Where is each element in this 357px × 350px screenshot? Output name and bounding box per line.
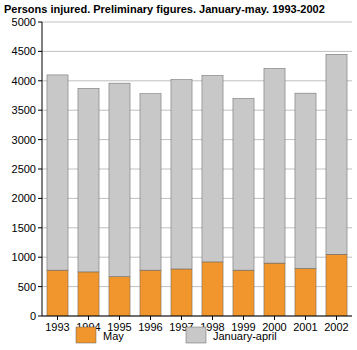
- x-tick: [119, 316, 120, 320]
- y-tick: [38, 227, 42, 228]
- bar: [233, 98, 254, 270]
- x-tick: [336, 316, 337, 320]
- y-tick: [38, 22, 42, 23]
- y-tick-label: 2500: [12, 163, 36, 175]
- bar: [202, 262, 223, 316]
- grid-line: [42, 80, 352, 81]
- y-tick: [38, 169, 42, 170]
- y-tick: [38, 139, 42, 140]
- bar: [171, 269, 192, 316]
- bar: [140, 270, 161, 316]
- bar: [109, 277, 130, 316]
- legend-label: May: [103, 330, 124, 342]
- x-tick: [57, 316, 58, 320]
- y-tick-label: 4500: [12, 45, 36, 57]
- legend-swatch: [76, 327, 96, 343]
- bar: [109, 83, 130, 276]
- bar: [47, 270, 68, 316]
- y-tick-label: 3500: [12, 104, 36, 116]
- grid-line: [42, 51, 352, 52]
- bar: [140, 94, 161, 270]
- y-tick: [38, 198, 42, 199]
- y-tick-label: 1500: [12, 222, 36, 234]
- x-tick-label: 1996: [138, 321, 162, 333]
- bar: [78, 272, 99, 316]
- x-tick: [181, 316, 182, 320]
- y-tick-label: 4000: [12, 75, 36, 87]
- y-tick: [38, 80, 42, 81]
- y-tick-label: 3000: [12, 134, 36, 146]
- legend-label: January-april: [213, 330, 277, 342]
- y-tick: [38, 110, 42, 111]
- bar: [295, 268, 316, 316]
- x-tick: [212, 316, 213, 320]
- x-tick-label: 2001: [293, 321, 317, 333]
- x-tick: [150, 316, 151, 320]
- bar: [171, 80, 192, 269]
- y-tick: [38, 51, 42, 52]
- bar: [264, 68, 285, 263]
- bar: [326, 54, 347, 254]
- x-tick: [88, 316, 89, 320]
- bar: [295, 93, 316, 268]
- x-tick: [243, 316, 244, 320]
- bar: [326, 254, 347, 316]
- y-tick: [38, 286, 42, 287]
- bar: [233, 270, 254, 316]
- bar: [264, 263, 285, 316]
- legend-swatch: [186, 327, 206, 343]
- x-tick-label: 1993: [45, 321, 69, 333]
- title: Persons injured. Preliminary figures. Ja…: [4, 3, 325, 15]
- bar: [47, 75, 68, 270]
- bars: [47, 54, 347, 316]
- y-tick-label: 500: [18, 281, 36, 293]
- x-tick: [274, 316, 275, 320]
- y-tick-label: 5000: [12, 16, 36, 28]
- y-tick-label: 0: [30, 310, 36, 322]
- y-tick-label: 2000: [12, 192, 36, 204]
- y-tick: [38, 257, 42, 258]
- bar: [78, 88, 99, 271]
- y-tick-label: 1000: [12, 251, 36, 263]
- y-tick: [38, 316, 42, 317]
- y-axis: [42, 22, 43, 316]
- x-tick-label: 2002: [324, 321, 348, 333]
- x-tick: [305, 316, 306, 320]
- grid-line: [42, 22, 352, 23]
- chart: Persons injured. Preliminary figures. Ja…: [0, 0, 357, 350]
- bar: [202, 76, 223, 262]
